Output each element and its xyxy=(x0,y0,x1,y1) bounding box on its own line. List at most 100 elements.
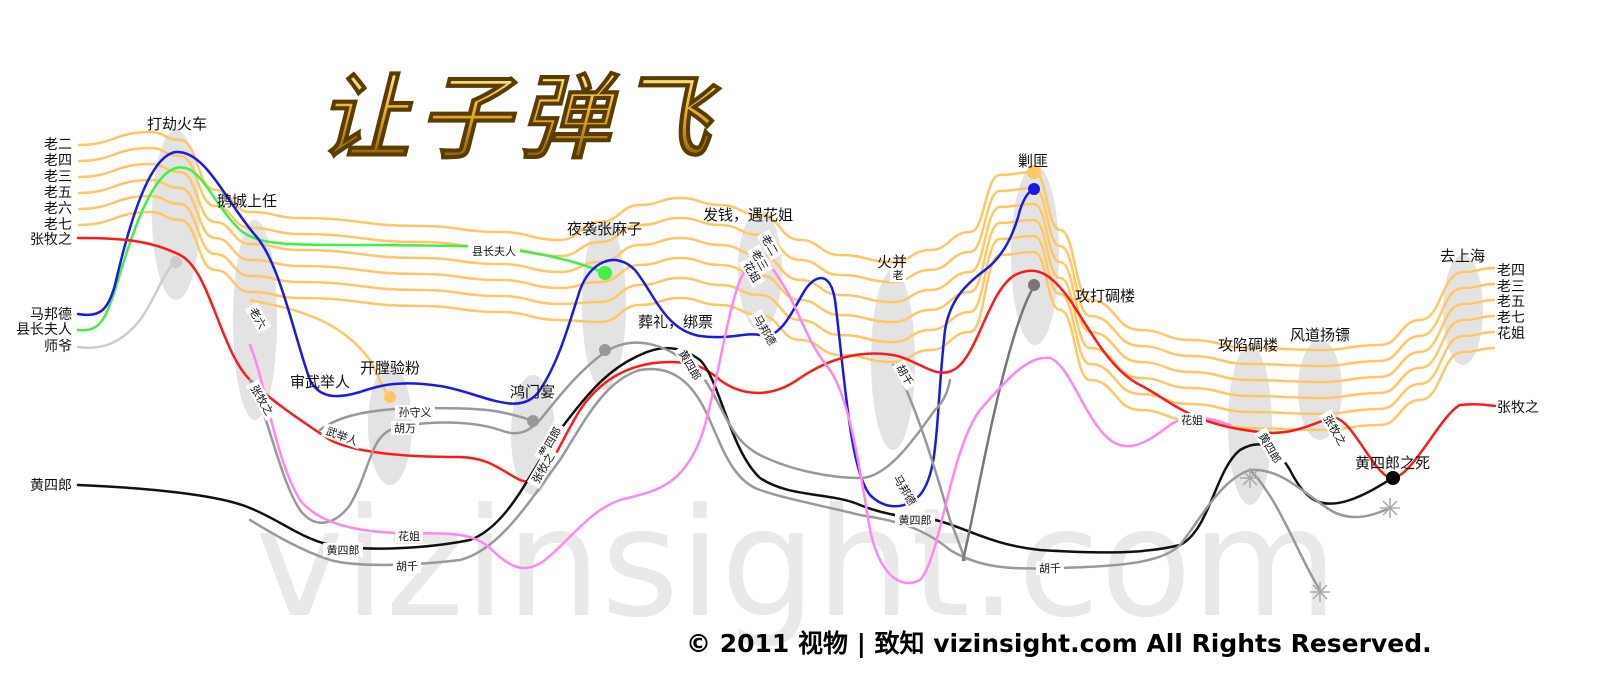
event-label: 打劫火车 xyxy=(147,115,207,133)
start-label: 老四 xyxy=(44,153,72,169)
bandit-line xyxy=(77,130,1496,352)
bandit-line xyxy=(77,178,1496,400)
end-label: 老三 xyxy=(1497,279,1525,295)
ribbon-label: 黄四郎 xyxy=(895,513,935,527)
scene-ellipse xyxy=(1011,165,1059,345)
ribbon-label-text: 县长夫人 xyxy=(472,245,516,258)
start-labels: 老二 老四 老三 老五 老六 老七 张牧之 马邦德 县长夫人 师爷 黄四郎 xyxy=(16,137,72,494)
shiye-dot xyxy=(170,256,182,268)
ribbon-label-bg xyxy=(1318,409,1352,451)
burst-icon xyxy=(1310,582,1330,602)
ribbon-label-text: 马邦德 xyxy=(751,312,780,348)
ribbon-label: 县长夫人 xyxy=(468,244,520,258)
bandit-dot xyxy=(384,391,396,403)
huajie-line xyxy=(248,258,1232,585)
ribbon-label-text: 黄四郎 xyxy=(327,543,360,557)
bandit-dot xyxy=(1027,165,1041,179)
ribbon-label-text: 胡千 xyxy=(396,559,418,573)
wife-dot xyxy=(598,266,612,280)
henchman-dot xyxy=(599,344,611,356)
henchman-line-e xyxy=(961,283,1037,562)
start-label: 张牧之 xyxy=(30,232,72,248)
henchman-line-f xyxy=(1248,468,1322,592)
ribbon-label-bg xyxy=(244,302,272,334)
start-label: 黄四郎 xyxy=(30,477,72,494)
ribbon-label-bg xyxy=(391,421,419,435)
end-label: 老五 xyxy=(1497,294,1525,310)
ribbon-label-text: 胡万 xyxy=(394,421,416,435)
event-label: 去上海 xyxy=(1440,247,1485,265)
ribbon-label-bg xyxy=(895,513,935,527)
ribbon-label-bg xyxy=(323,543,363,557)
burst-icon xyxy=(1240,468,1260,488)
event-label: 发钱，遇花姐 xyxy=(703,206,793,224)
event-label: 葬礼，绑票 xyxy=(638,313,713,331)
ribbon-label-text: 孙守义 xyxy=(399,405,432,419)
start-label: 师爷 xyxy=(44,339,72,355)
ribbon-label-bg xyxy=(748,309,782,351)
ribbon-labels: 老六张牧之武举人孙守义胡万县长夫人黄四郎张牧之黄四郎黄四郎花姐胡千马邦德老二老三… xyxy=(244,229,1352,575)
ribbon-label-text: 花姐 xyxy=(398,529,420,543)
start-label: 县长夫人 xyxy=(16,322,72,338)
logo-text: 让子弹飞 xyxy=(318,64,722,172)
ribbon-label-bg xyxy=(393,559,421,573)
ribbon-label: 黄四郎 xyxy=(323,543,363,557)
ribbon-label: 胡千 xyxy=(1036,561,1064,575)
end-label: 老四 xyxy=(1497,263,1525,279)
ribbon-label-bg xyxy=(468,244,520,258)
ribbon-label: 孙守义 xyxy=(395,405,435,419)
start-label: 老五 xyxy=(44,185,72,201)
henchman-dot xyxy=(527,415,539,427)
ribbon-label: 胡千 xyxy=(393,559,421,573)
ribbon-label-bg xyxy=(245,379,279,421)
event-label: 风道扬镖 xyxy=(1290,326,1350,344)
ribbon-label-bg xyxy=(890,268,906,282)
watermark: vizinsight.com xyxy=(255,477,1338,651)
ribbon-label-bg xyxy=(395,529,423,543)
ribbon-label-bg xyxy=(320,422,364,450)
henchman-dot xyxy=(1028,279,1040,291)
markers xyxy=(170,165,1400,602)
ribbon-label-bg xyxy=(1253,427,1287,469)
ribbon-label-text: 花姐 xyxy=(1181,413,1203,427)
ribbon-label-bg xyxy=(888,469,922,511)
ribbon-label-bg xyxy=(756,229,784,261)
scene-ellipse xyxy=(152,130,200,300)
bandit-line xyxy=(249,298,391,398)
event-label: 火并 xyxy=(877,253,907,271)
ribbon-label: 黄四郎 xyxy=(673,344,707,386)
ribbon-label-bg xyxy=(746,244,774,276)
burst-icon xyxy=(1380,498,1400,518)
movie-logo: 让子弹飞 xyxy=(317,63,722,172)
ribbon-label-bg xyxy=(1178,413,1206,427)
end-label: 老七 xyxy=(1497,310,1525,326)
end-label: 花姐 xyxy=(1497,326,1525,342)
bandit-ribbons xyxy=(77,130,1496,432)
huang-dot xyxy=(1386,471,1400,485)
end-label: 张牧之 xyxy=(1497,400,1539,416)
ribbon-label-bg xyxy=(1036,561,1064,575)
event-label: 鹅城上任 xyxy=(217,192,277,210)
event-label: 攻陷碉楼 xyxy=(1218,336,1278,354)
ribbon-label: 花姐 xyxy=(395,529,423,543)
scene-ellipse xyxy=(1228,345,1272,505)
start-label: 老三 xyxy=(44,169,72,185)
copyright-notice: © 2011 视物 | 致知 vizinsight.com All Rights… xyxy=(686,629,1432,658)
ribbon-label-bg xyxy=(673,344,707,386)
ribbon-label: 花姐 xyxy=(1178,413,1206,427)
ribbon-label: 老 xyxy=(890,268,906,282)
event-label: 夜袭张麻子 xyxy=(567,220,642,238)
ma-line xyxy=(76,150,1037,508)
event-label: 黄四郎之死 xyxy=(1355,454,1430,472)
ribbon-label-text: 黄四郎 xyxy=(899,513,932,527)
start-label: 老二 xyxy=(44,137,72,153)
event-label: 鸿门宴 xyxy=(510,383,555,401)
start-label: 老七 xyxy=(44,217,72,233)
shiye-line xyxy=(76,260,178,349)
event-label: 开膛验粉 xyxy=(360,359,420,377)
ribbon-label-text: 胡千 xyxy=(1039,561,1061,575)
henchman-line-a xyxy=(248,367,1392,570)
bandit-line xyxy=(77,146,1496,368)
scene-ellipse xyxy=(871,270,915,450)
